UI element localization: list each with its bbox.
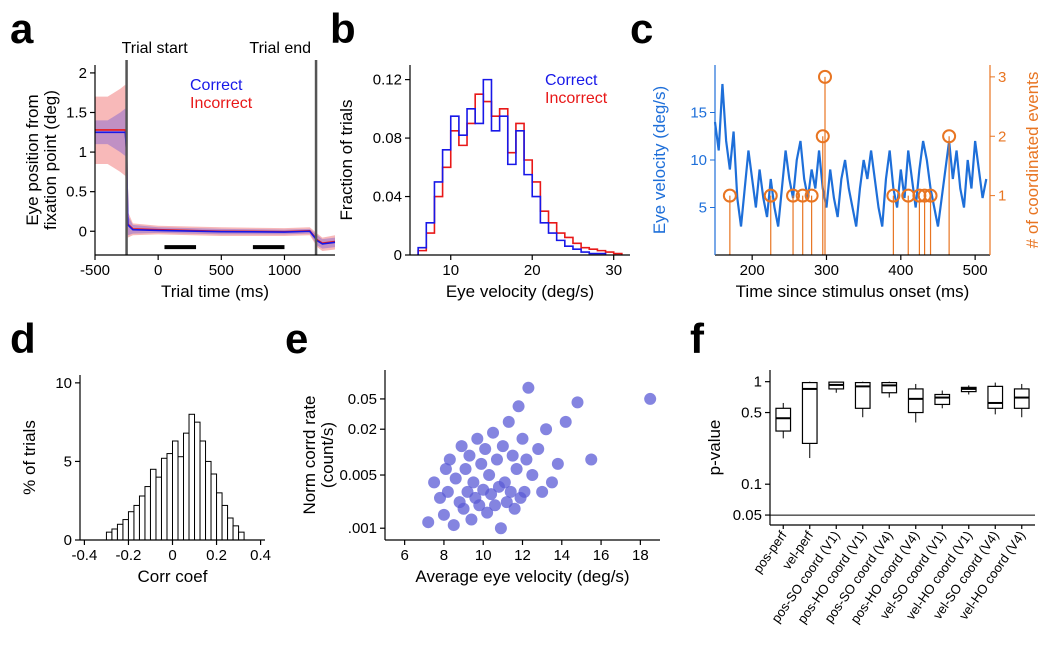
svg-text:10: 10 — [55, 375, 72, 392]
svg-text:16: 16 — [593, 547, 610, 564]
svg-text:10: 10 — [442, 262, 459, 279]
svg-text:.001: .001 — [348, 520, 377, 537]
svg-text:-0.2: -0.2 — [116, 547, 142, 564]
svg-text:18: 18 — [632, 547, 649, 564]
svg-text:20: 20 — [524, 262, 541, 279]
svg-text:0.12: 0.12 — [373, 72, 402, 89]
svg-text:# of coordinated events: # of coordinated events — [1023, 72, 1042, 249]
svg-text:Incorrect: Incorrect — [545, 90, 608, 107]
svg-text:Correct: Correct — [190, 77, 243, 94]
svg-text:-0.4: -0.4 — [71, 547, 97, 564]
svg-text:0: 0 — [394, 247, 402, 264]
panel-d-chart: -0.4 -0.2 0 0.2 0.4 0 5 10 Corr coef % of trials — [10, 315, 280, 655]
panel-a: a Trial start Trial end -500 0 500 1000 0 0.5 1 1… — [10, 5, 340, 305]
svg-text:Eye velocity (deg/s): Eye velocity (deg/s) — [650, 86, 669, 234]
svg-text:5: 5 — [699, 200, 707, 217]
svg-text:300: 300 — [814, 262, 839, 279]
svg-text:Norm corrd rate: Norm corrd rate — [300, 395, 319, 514]
svg-text:Correct: Correct — [545, 72, 598, 89]
svg-text:0.08: 0.08 — [373, 130, 402, 147]
svg-text:12: 12 — [514, 547, 531, 564]
svg-text:200: 200 — [740, 262, 765, 279]
svg-text:0: 0 — [64, 532, 72, 549]
svg-text:0.05: 0.05 — [733, 507, 762, 524]
svg-text:p-value: p-value — [705, 420, 724, 476]
svg-text:0: 0 — [168, 547, 176, 564]
svg-text:0.02: 0.02 — [348, 421, 377, 438]
panel-a-label: a — [10, 5, 33, 53]
panel-e-chart: 6 8 10 12 14 16 18 .001 0.005 0.02 0.05 Average eye… — [285, 315, 680, 655]
svg-text:Fraction of trials: Fraction of trials — [337, 100, 356, 221]
svg-text:500: 500 — [963, 262, 988, 279]
svg-text:-500: -500 — [80, 262, 110, 279]
svg-text:0.1: 0.1 — [741, 476, 762, 493]
svg-text:0.2: 0.2 — [206, 547, 227, 564]
panel-f: f 0.050.10.51pos-perfvel-perfpos-SO coor… — [690, 315, 1045, 665]
svg-text:0.5: 0.5 — [66, 184, 87, 201]
panel-c: c 200 300 400 500 5 10 15 1 2 3 Time since stimulu… — [630, 5, 1045, 305]
svg-text:Trial end: Trial end — [249, 40, 311, 57]
svg-text:Eye velocity (deg/s): Eye velocity (deg/s) — [446, 282, 594, 301]
panel-d-label: d — [10, 315, 36, 363]
svg-text:6: 6 — [400, 547, 408, 564]
svg-text:400: 400 — [888, 262, 913, 279]
svg-text:0: 0 — [79, 223, 87, 240]
svg-text:1: 1 — [79, 144, 87, 161]
svg-text:(count/s): (count/s) — [318, 422, 337, 488]
svg-text:0.05: 0.05 — [348, 391, 377, 408]
svg-text:Time since stimulus onset (ms): Time since stimulus onset (ms) — [736, 282, 970, 301]
svg-text:Incorrect: Incorrect — [190, 95, 253, 112]
svg-text:1.5: 1.5 — [66, 105, 87, 122]
svg-text:0.04: 0.04 — [373, 189, 402, 206]
svg-text:% of trials: % of trials — [20, 420, 39, 495]
panel-f-label: f — [690, 315, 704, 363]
panel-d: d -0.4 -0.2 0 0.2 0.4 0 5 10 Corr coef % of trial… — [10, 315, 280, 655]
svg-text:Eye position from: Eye position from — [23, 94, 42, 225]
svg-text:500: 500 — [209, 262, 234, 279]
svg-text:1: 1 — [998, 188, 1006, 205]
panel-c-label: c — [630, 5, 653, 53]
svg-text:fixation point (deg): fixation point (deg) — [41, 90, 60, 230]
svg-text:3: 3 — [998, 69, 1006, 86]
svg-text:14: 14 — [553, 547, 570, 564]
svg-text:8: 8 — [440, 547, 448, 564]
svg-text:2: 2 — [79, 65, 87, 82]
svg-text:1: 1 — [754, 374, 762, 391]
svg-text:0.5: 0.5 — [741, 405, 762, 422]
svg-text:0.005: 0.005 — [339, 467, 377, 484]
panel-b: b 10 20 30 0 0.04 0.08 0.12 Eye velocity (deg/s… — [330, 5, 640, 305]
svg-text:Average eye velocity (deg/s): Average eye velocity (deg/s) — [415, 567, 629, 586]
svg-text:10: 10 — [475, 547, 492, 564]
panel-b-chart: 10 20 30 0 0.04 0.08 0.12 Eye velocity (deg/s) F… — [330, 5, 640, 305]
svg-text:1000: 1000 — [268, 262, 301, 279]
panel-e: e 6 8 10 12 14 16 18 .001 0.005 0.02 0.05 Average e… — [285, 315, 680, 655]
panel-c-chart: 200 300 400 500 5 10 15 1 2 3 Time since stimulus … — [630, 5, 1045, 305]
svg-text:5: 5 — [64, 453, 72, 470]
svg-text:0: 0 — [154, 262, 162, 279]
svg-text:15: 15 — [690, 105, 707, 122]
panel-b-label: b — [330, 5, 356, 53]
svg-text:30: 30 — [605, 262, 622, 279]
panel-f-chart: 0.050.10.51pos-perfvel-perfpos-SO coord … — [690, 315, 1045, 665]
panel-e-label: e — [285, 315, 308, 363]
svg-text:2: 2 — [998, 128, 1006, 145]
svg-text:Trial start: Trial start — [122, 40, 189, 57]
svg-text:10: 10 — [690, 152, 707, 169]
svg-text:Trial time (ms): Trial time (ms) — [161, 282, 269, 301]
svg-text:Corr coef: Corr coef — [138, 567, 208, 586]
svg-text:0.4: 0.4 — [250, 547, 271, 564]
panel-a-chart: Trial start Trial end -500 0 500 1000 0 0.5 1 1.5… — [10, 5, 340, 305]
svg-text:pos-perf: pos-perf — [750, 528, 790, 576]
